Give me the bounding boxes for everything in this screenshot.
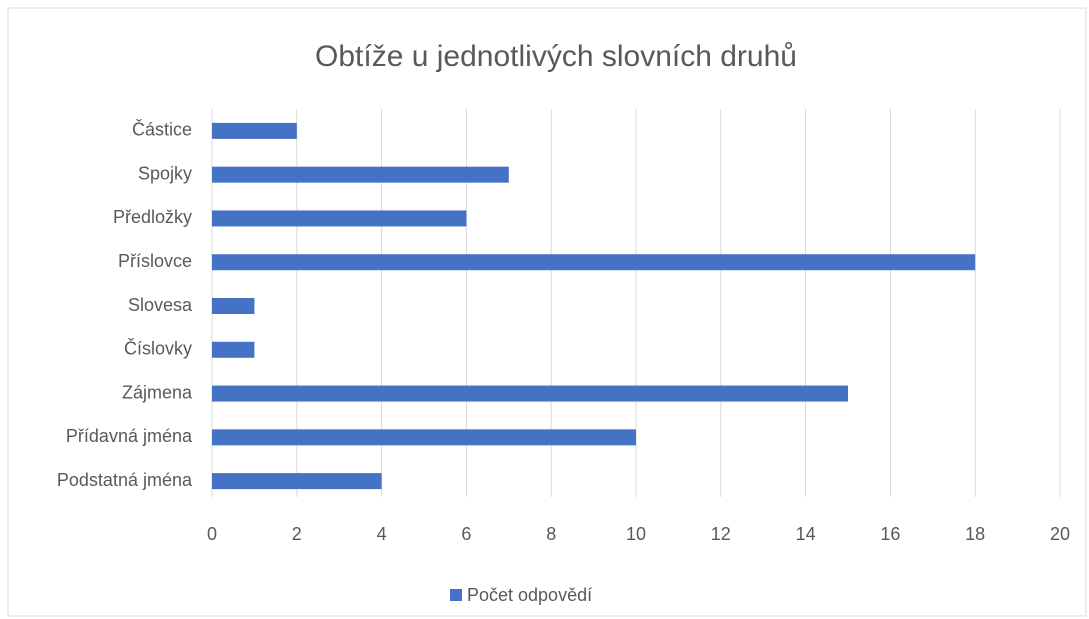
y-tick-label: Číslovky [124,338,192,359]
y-tick-label: Zájmena [122,382,193,402]
chart-frame [7,7,1087,617]
y-tick-label: Spojky [138,163,192,183]
chart-title: Obtíže u jednotlivých slovních druhů [315,40,797,73]
x-tick-label: 8 [546,524,556,544]
bar [212,210,467,227]
legend-label: Počet odpovědí [467,585,592,605]
x-tick-label: 18 [965,524,985,544]
bar [212,298,255,314]
bar [212,254,976,271]
bar [212,122,297,139]
bar [212,429,636,446]
x-tick-label: 0 [207,524,217,544]
y-tick-label: Slovesa [128,295,193,315]
bar [212,341,255,358]
x-tick-label: 10 [626,524,646,544]
y-tick-label: Předložky [113,207,192,227]
y-tick-label: Částice [132,119,192,140]
y-tick-label: Příslovce [118,251,192,271]
bar [212,166,509,183]
legend-swatch [450,589,462,601]
x-tick-label: 2 [292,524,302,544]
x-tick-label: 12 [711,524,731,544]
x-tick-label: 16 [880,524,900,544]
x-tick-label: 14 [796,524,816,544]
y-tick-label: Přídavná jména [66,426,193,446]
bar [212,385,848,402]
x-tick-label: 4 [377,524,387,544]
x-tick-label: 20 [1050,524,1070,544]
y-tick-label: Podstatná jména [57,470,193,490]
x-tick-label: 6 [461,524,471,544]
bar [212,473,382,490]
